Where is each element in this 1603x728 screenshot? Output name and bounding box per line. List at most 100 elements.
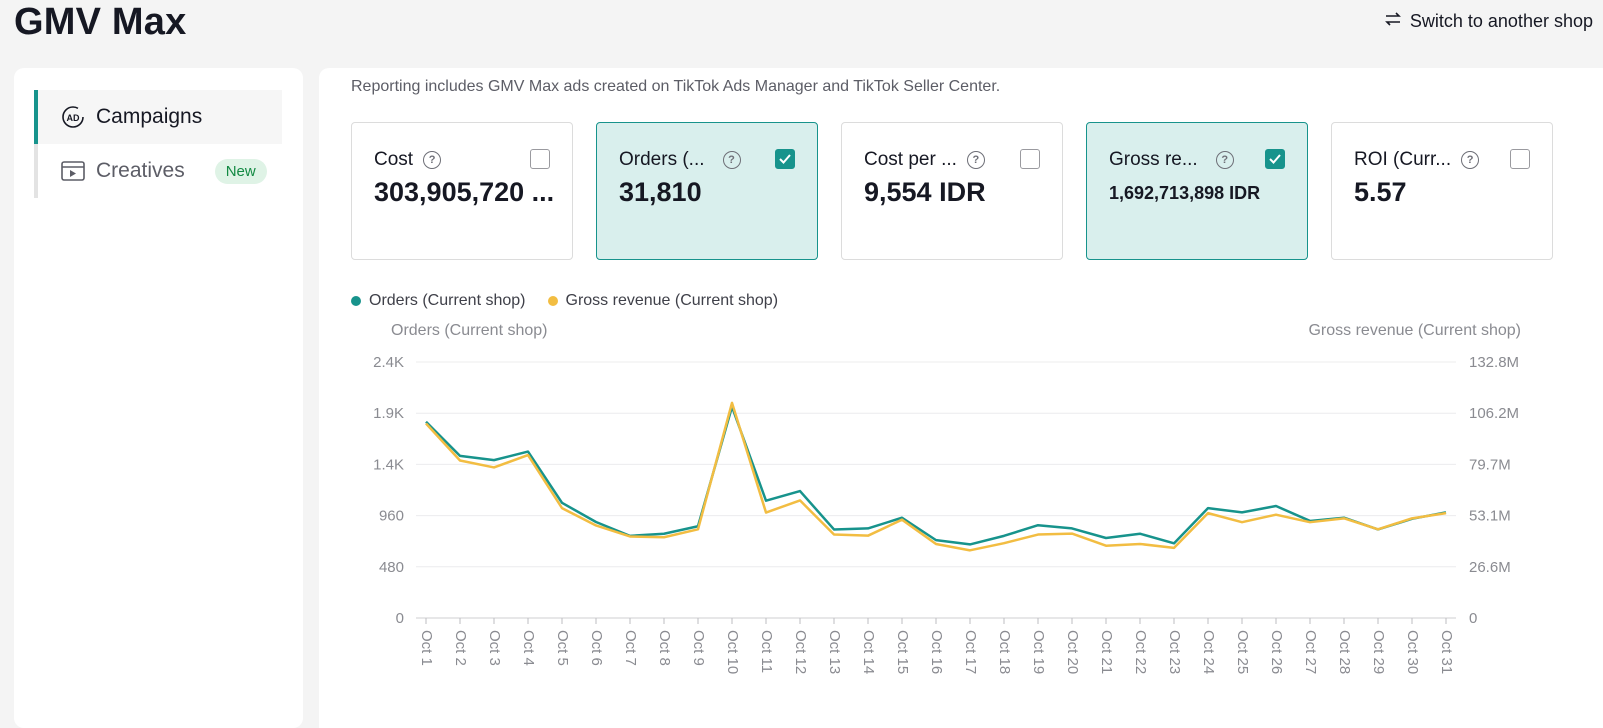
active-indicator [34,90,38,144]
legend-dot [351,296,361,306]
metric-card-cost[interactable]: Cost? 303,905,720 ... [351,122,573,260]
inactive-indicator [34,144,38,198]
x-tick-label: Oct 30 [1404,630,1421,674]
x-tick-label: Oct 22 [1132,630,1149,674]
x-tick-label: Oct 5 [554,630,571,666]
y-left-tick-label: 2.4K [373,354,404,371]
metric-card-roi[interactable]: ROI (Curr...? 5.57 [1331,122,1553,260]
metric-value: 1,692,713,898 IDR [1109,183,1261,203]
x-tick-label: Oct 16 [928,630,945,674]
y-left-tick-label: 1.9K [373,405,404,422]
y-right-axis-title: Gross revenue (Current shop) [1308,322,1521,339]
y-left-tick-label: 1.4K [373,456,404,473]
x-tick-label: Oct 23 [1166,630,1183,674]
metric-label: Cost per ...? [864,149,985,171]
y-right-tick-label: 53.1M [1469,508,1511,525]
y-left-tick-label: 480 [379,559,404,576]
metric-label-text: Cost per ... [864,149,957,170]
legend-label: Orders (Current shop) [369,292,526,309]
x-tick-label: Oct 8 [656,630,673,666]
x-tick-label: Oct 25 [1234,630,1251,674]
metric-card-gross-revenue[interactable]: Gross re...? 1,692,713,898 IDR [1086,122,1308,260]
legend-item-orders[interactable]: Orders (Current shop) [351,292,526,310]
metric-card-cost-per-order[interactable]: Cost per ...? 9,554 IDR [841,122,1063,260]
switch-shop-button[interactable]: Switch to another shop [1384,10,1593,33]
metric-label: Gross re...? [1109,149,1234,171]
series-line-orders [425,405,1447,546]
metric-label-text: Gross re... [1109,149,1198,170]
new-badge: New [214,158,267,184]
x-tick-label: Oct 20 [1064,630,1081,674]
y-right-tick-label: 132.8M [1469,354,1519,371]
legend-dot [547,296,558,306]
y-right-tick-label: 106.2M [1469,405,1519,422]
metric-value: 303,905,720 ... [374,177,555,207]
metric-checkbox[interactable] [1510,149,1530,169]
check-icon [779,154,791,164]
y-right-tick-label: 26.6M [1469,559,1511,576]
legend-item-gross-revenue[interactable]: Gross revenue (Current shop) [547,292,779,310]
metric-checkbox[interactable] [775,149,795,169]
sidebar-nav: AD Campaigns Creatives New [34,90,282,198]
x-tick-label: Oct 11 [758,630,775,673]
x-tick-label: Oct 19 [1030,630,1047,674]
main-panel: Reporting includes GMV Max ads created o… [319,68,1603,728]
y-left-tick-label: 960 [379,508,404,525]
metric-checkbox[interactable] [530,149,550,169]
metric-value: 9,554 IDR [864,177,986,207]
svg-text:AD: AD [67,113,80,123]
x-tick-label: Oct 24 [1200,630,1217,674]
help-icon[interactable]: ? [1461,151,1480,169]
y-right-tick-label: 79.7M [1469,456,1511,473]
page-title: GMV Max [14,1,187,43]
sidebar-item-label: Campaigns [96,105,203,128]
sidebar-item-campaigns[interactable]: AD Campaigns [34,90,282,144]
x-tick-label: Oct 18 [996,630,1013,674]
video-icon [60,158,86,184]
metric-card-orders[interactable]: Orders (...? 31,810 [596,122,818,260]
x-tick-label: Oct 31 [1438,630,1455,674]
help-icon[interactable]: ? [966,151,985,169]
metric-label-text: Orders (... [619,149,705,170]
reporting-notice: Reporting includes GMV Max ads created o… [351,78,1001,95]
metric-checkbox[interactable] [1265,149,1285,169]
y-left-tick-label: 0 [396,610,404,627]
switch-shop-label: Switch to another shop [1409,11,1593,31]
metric-label: ROI (Curr...? [1354,149,1480,171]
metric-label-text: Cost [374,149,414,170]
sidebar-item-creatives[interactable]: Creatives New [34,144,282,198]
metric-label: Orders (...? [619,149,741,171]
y-right-tick-label: 0 [1469,610,1477,627]
metric-value: 5.57 [1354,177,1407,207]
metric-value: 31,810 [619,177,702,207]
legend-label: Gross revenue (Current shop) [565,292,779,309]
x-tick-label: Oct 17 [962,630,979,674]
line-chart: 2.4K 132.8M 1.9K 106.2M 1.4K 79.7M 960 53.1M 480… [373,354,1519,674]
x-tick-label: Oct 27 [1302,630,1319,674]
x-tick-label: Oct 13 [826,630,843,674]
x-tick-label: Oct 26 [1268,630,1285,674]
help-icon[interactable]: ? [722,151,741,169]
help-icon[interactable]: ? [1215,151,1234,169]
x-tick-label: Oct 6 [588,630,605,666]
x-tick-label: Oct 1 [418,630,435,666]
x-tick-label: Oct 15 [894,630,911,674]
switch-arrows-icon [1384,10,1402,33]
series-line-gross-revenue [425,401,1447,552]
ad-icon: AD [60,104,86,130]
x-tick-label: Oct 9 [690,630,707,666]
x-tick-label: Oct 10 [724,630,741,674]
x-tick-label: Oct 28 [1336,630,1353,674]
x-tick-label: Oct 2 [452,630,469,666]
chart-legend: Orders (Current shop) Gross revenue (Cur… [351,292,778,310]
sidebar: AD Campaigns Creatives New [14,68,303,728]
sidebar-item-label: Creatives [96,159,185,182]
metric-checkbox[interactable] [1020,149,1040,169]
x-tick-label: Oct 14 [860,630,877,674]
x-tick-label: Oct 4 [520,630,537,666]
metric-label-text: ROI (Curr... [1354,149,1452,170]
x-tick-label: Oct 12 [792,630,809,674]
help-icon[interactable]: ? [423,151,442,169]
x-tick-label: Oct 7 [622,630,639,666]
metric-label: Cost? [374,149,442,171]
